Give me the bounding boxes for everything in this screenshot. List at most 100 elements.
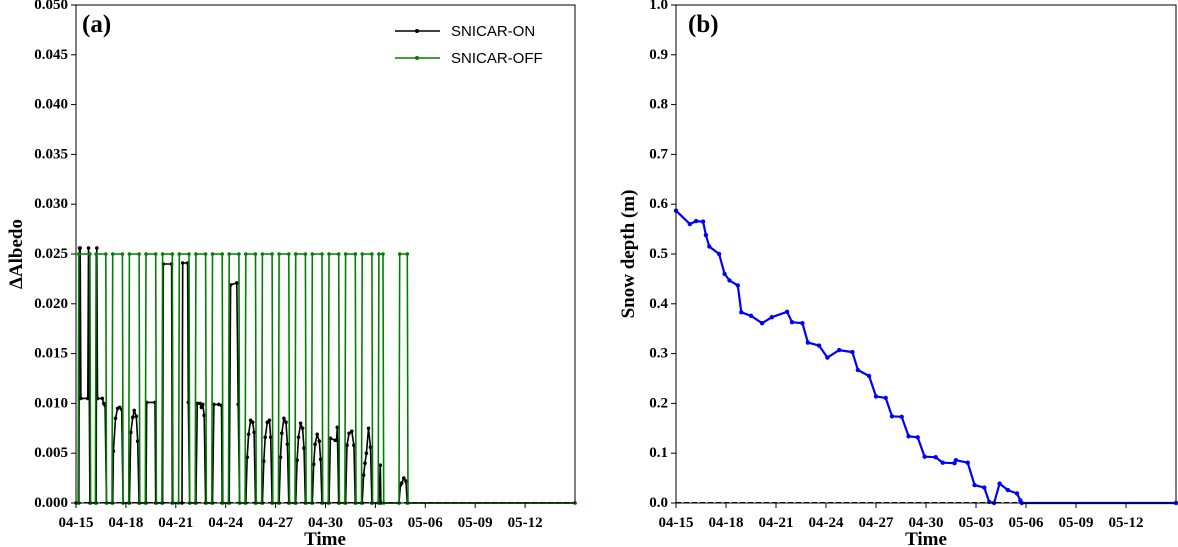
y-tick-label: 0.2 [649,395,668,411]
data-point [94,252,98,256]
panel-label-b: (b) [688,11,719,38]
data-point [280,431,284,436]
data-point [378,463,383,468]
data-point [716,251,722,257]
data-point [134,414,139,419]
data-point [129,430,133,435]
x-tick-label: 04-24 [208,515,243,531]
data-point [759,321,765,326]
y-axis-label-a: ΔAlbedo [6,219,27,289]
data-point [320,252,324,256]
data-point [113,416,118,421]
data-point [353,252,358,256]
data-point [1005,487,1011,493]
y-tick-label: 1.0 [649,0,668,13]
data-point [210,252,215,256]
data-point [267,418,272,423]
legend: SNICAR-ON SNICAR-OFF [395,23,543,67]
data-point [160,252,165,256]
data-point [278,455,283,460]
y-tick-label: 0.6 [649,196,668,212]
data-point [86,246,91,250]
data-point [789,320,795,325]
y-tick-label: 0.010 [34,395,68,411]
data-point [366,426,371,431]
data-point [347,431,351,436]
data-point [298,421,303,426]
y-tick-label: 0.9 [649,47,668,63]
data-point [693,218,699,224]
y-tick-label: 0.030 [34,196,68,212]
data-point [360,252,365,256]
data-point [300,426,305,431]
data-point [735,283,740,288]
data-point [201,402,205,407]
y-tick-label: 0.020 [34,296,68,312]
data-point [707,244,712,249]
data-point [769,315,774,320]
data-point [195,401,200,406]
data-point [687,221,693,227]
data-point [95,396,100,401]
data-point [202,413,206,418]
y-tick-label: 0.0 [649,495,668,511]
x-tick-label: 04-27 [258,515,293,531]
data-point [402,476,406,480]
data-point [906,434,911,439]
x-tick-label: 05-03 [358,515,393,531]
data-point [318,457,323,462]
x-tick-label: 05-09 [458,515,493,531]
data-point [334,438,339,443]
x-tick-label: 04-30 [308,515,343,531]
x-axis-label-a: Time [304,529,346,547]
data-point [377,252,381,256]
data-point [336,252,341,256]
y-tick-label: 0.5 [649,246,668,262]
data-point [86,396,90,401]
panel-label-a: (a) [82,11,111,38]
data-point [227,252,231,256]
data-point [343,252,348,256]
plot-frame [675,4,1177,504]
data-point [100,396,105,401]
data-point [335,425,340,430]
data-point [287,252,291,256]
data-point [293,252,298,256]
data-point [915,435,920,440]
x-tick-label: 04-27 [859,515,894,531]
data-point [220,252,224,256]
data-point [302,446,306,451]
data-point [132,408,136,413]
data-point [187,252,191,256]
data-point [250,420,255,425]
data-point [78,246,82,250]
series-line [76,247,575,504]
data-point [135,439,140,444]
data-point [120,252,125,256]
data-point [982,485,987,490]
data-point [153,252,158,256]
data-point [800,321,805,326]
data-point [940,460,945,465]
data-point [899,414,904,419]
data-point [270,252,274,256]
data-point [953,458,959,463]
data-point [127,252,132,256]
data-point [245,455,249,460]
data-point [883,395,888,401]
data-point [997,481,1002,486]
data-point [212,402,216,407]
legend-label-snicar-on: SNICAR-ON [451,23,535,40]
data-point [397,252,402,256]
data-point [110,252,115,256]
y-tick-label: 0.025 [34,246,68,262]
data-point [285,442,290,447]
data-point [805,340,811,345]
data-point [703,232,709,238]
data-point [237,252,241,256]
y-tick-label: 0.035 [34,146,68,162]
data-point [866,373,872,379]
data-point [399,481,404,485]
data-point [295,458,299,463]
